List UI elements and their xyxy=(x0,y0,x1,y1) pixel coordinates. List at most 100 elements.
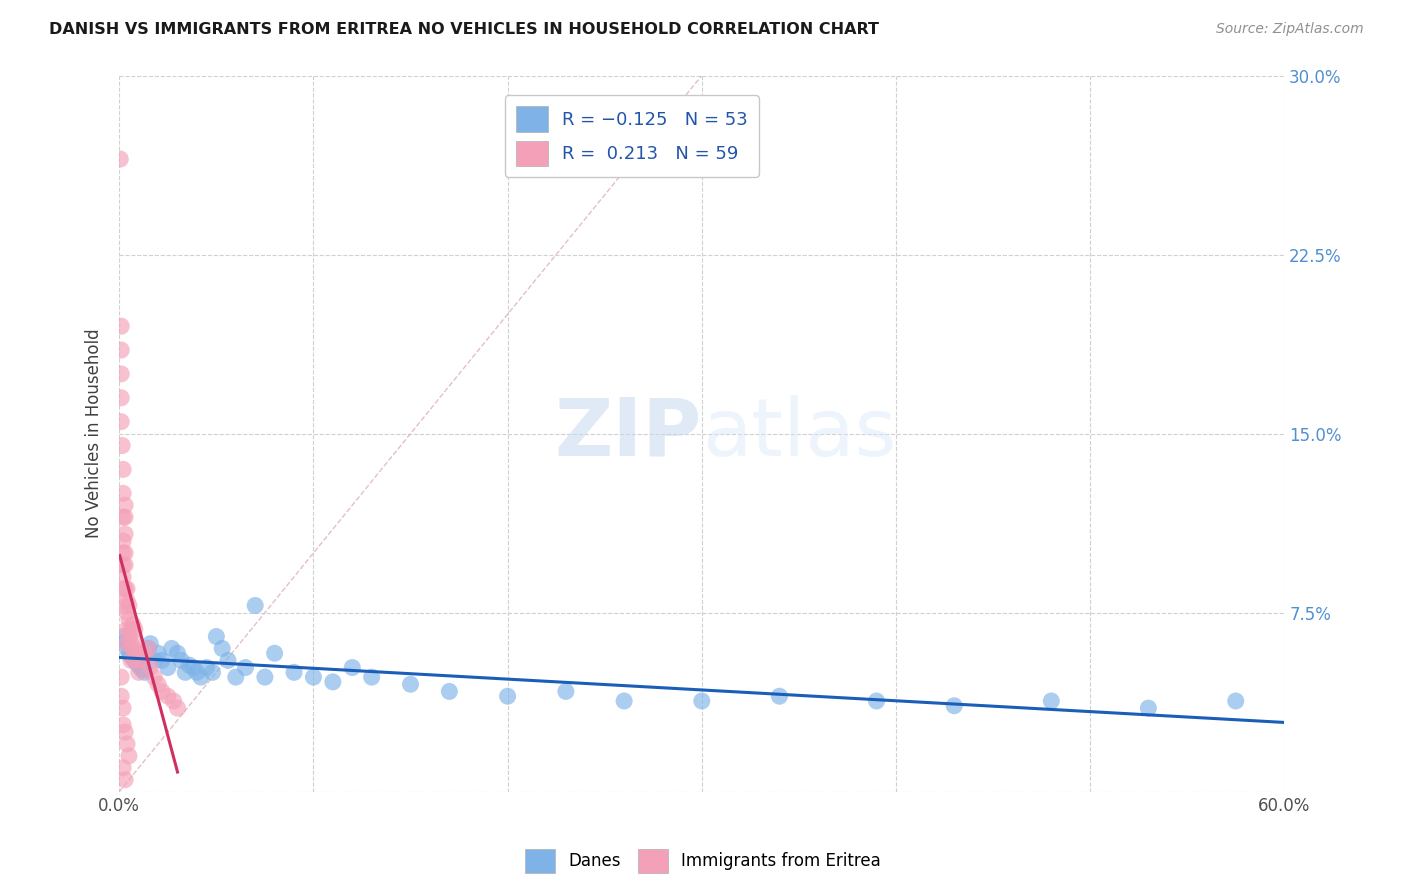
Point xyxy=(554,684,576,698)
Point xyxy=(115,582,138,596)
Point xyxy=(110,670,132,684)
Point xyxy=(143,670,166,684)
Point xyxy=(263,646,285,660)
Point xyxy=(115,637,138,651)
Point xyxy=(143,653,166,667)
Point xyxy=(114,498,136,512)
Point xyxy=(118,630,141,644)
Point xyxy=(146,646,169,660)
Point xyxy=(439,684,461,698)
Point xyxy=(195,660,218,674)
Point xyxy=(146,677,169,691)
Point xyxy=(118,748,141,763)
Point xyxy=(118,599,141,613)
Point xyxy=(186,665,208,680)
Point xyxy=(131,663,153,677)
Point xyxy=(399,677,422,691)
Point xyxy=(129,660,152,674)
Point xyxy=(360,670,382,684)
Point xyxy=(245,599,267,613)
Point xyxy=(110,343,132,357)
Point xyxy=(121,641,143,656)
Point xyxy=(112,718,135,732)
Point xyxy=(115,623,138,637)
Point xyxy=(1040,694,1063,708)
Point xyxy=(179,658,201,673)
Point xyxy=(302,670,325,684)
Point xyxy=(131,653,153,667)
Point xyxy=(112,486,135,500)
Point xyxy=(110,690,132,704)
Point xyxy=(253,670,276,684)
Point xyxy=(322,674,344,689)
Point xyxy=(225,670,247,684)
Point xyxy=(174,665,197,680)
Point xyxy=(120,637,142,651)
Point xyxy=(943,698,966,713)
Point xyxy=(111,438,134,452)
Point xyxy=(162,694,184,708)
Point xyxy=(170,653,193,667)
Point xyxy=(211,641,233,656)
Point xyxy=(128,665,150,680)
Point xyxy=(768,690,790,704)
Legend: Danes, Immigrants from Eritrea: Danes, Immigrants from Eritrea xyxy=(519,842,887,880)
Point xyxy=(156,660,179,674)
Point xyxy=(114,634,136,648)
Point xyxy=(496,690,519,704)
Point xyxy=(114,599,136,613)
Point xyxy=(201,665,224,680)
Text: Source: ZipAtlas.com: Source: ZipAtlas.com xyxy=(1216,22,1364,37)
Point xyxy=(283,665,305,680)
Point xyxy=(121,617,143,632)
Point xyxy=(114,772,136,787)
Point xyxy=(112,534,135,549)
Point xyxy=(114,725,136,739)
Point xyxy=(138,641,160,656)
Point xyxy=(112,761,135,775)
Point xyxy=(139,637,162,651)
Point xyxy=(613,694,636,708)
Point xyxy=(110,319,132,334)
Point xyxy=(112,570,135,584)
Legend: R = −0.125   N = 53, R =  0.213   N = 59: R = −0.125 N = 53, R = 0.213 N = 59 xyxy=(505,95,759,178)
Text: DANISH VS IMMIGRANTS FROM ERITREA NO VEHICLES IN HOUSEHOLD CORRELATION CHART: DANISH VS IMMIGRANTS FROM ERITREA NO VEH… xyxy=(49,22,879,37)
Point xyxy=(112,546,135,560)
Point xyxy=(235,660,257,674)
Point xyxy=(120,623,142,637)
Point xyxy=(1137,701,1160,715)
Point xyxy=(115,737,138,751)
Point xyxy=(690,694,713,708)
Point xyxy=(110,367,132,381)
Point xyxy=(128,646,150,660)
Point xyxy=(114,582,136,596)
Point xyxy=(112,701,135,715)
Point xyxy=(166,701,188,715)
Point xyxy=(112,630,135,644)
Point xyxy=(125,656,148,670)
Point xyxy=(128,658,150,673)
Point xyxy=(156,690,179,704)
Point xyxy=(139,660,162,674)
Y-axis label: No Vehicles in Household: No Vehicles in Household xyxy=(86,329,103,539)
Point xyxy=(120,653,142,667)
Point xyxy=(150,684,173,698)
Point xyxy=(110,152,132,166)
Point xyxy=(115,593,138,607)
Point xyxy=(112,582,135,596)
Point xyxy=(134,646,156,660)
Point xyxy=(112,510,135,524)
Point xyxy=(124,653,146,667)
Point xyxy=(115,606,138,620)
Point xyxy=(134,665,156,680)
Point xyxy=(118,646,141,660)
Point xyxy=(205,630,228,644)
Point xyxy=(342,660,364,674)
Point xyxy=(110,391,132,405)
Point xyxy=(1225,694,1247,708)
Point xyxy=(150,653,173,667)
Point xyxy=(125,637,148,651)
Point xyxy=(865,694,887,708)
Point xyxy=(112,558,135,572)
Point xyxy=(114,510,136,524)
